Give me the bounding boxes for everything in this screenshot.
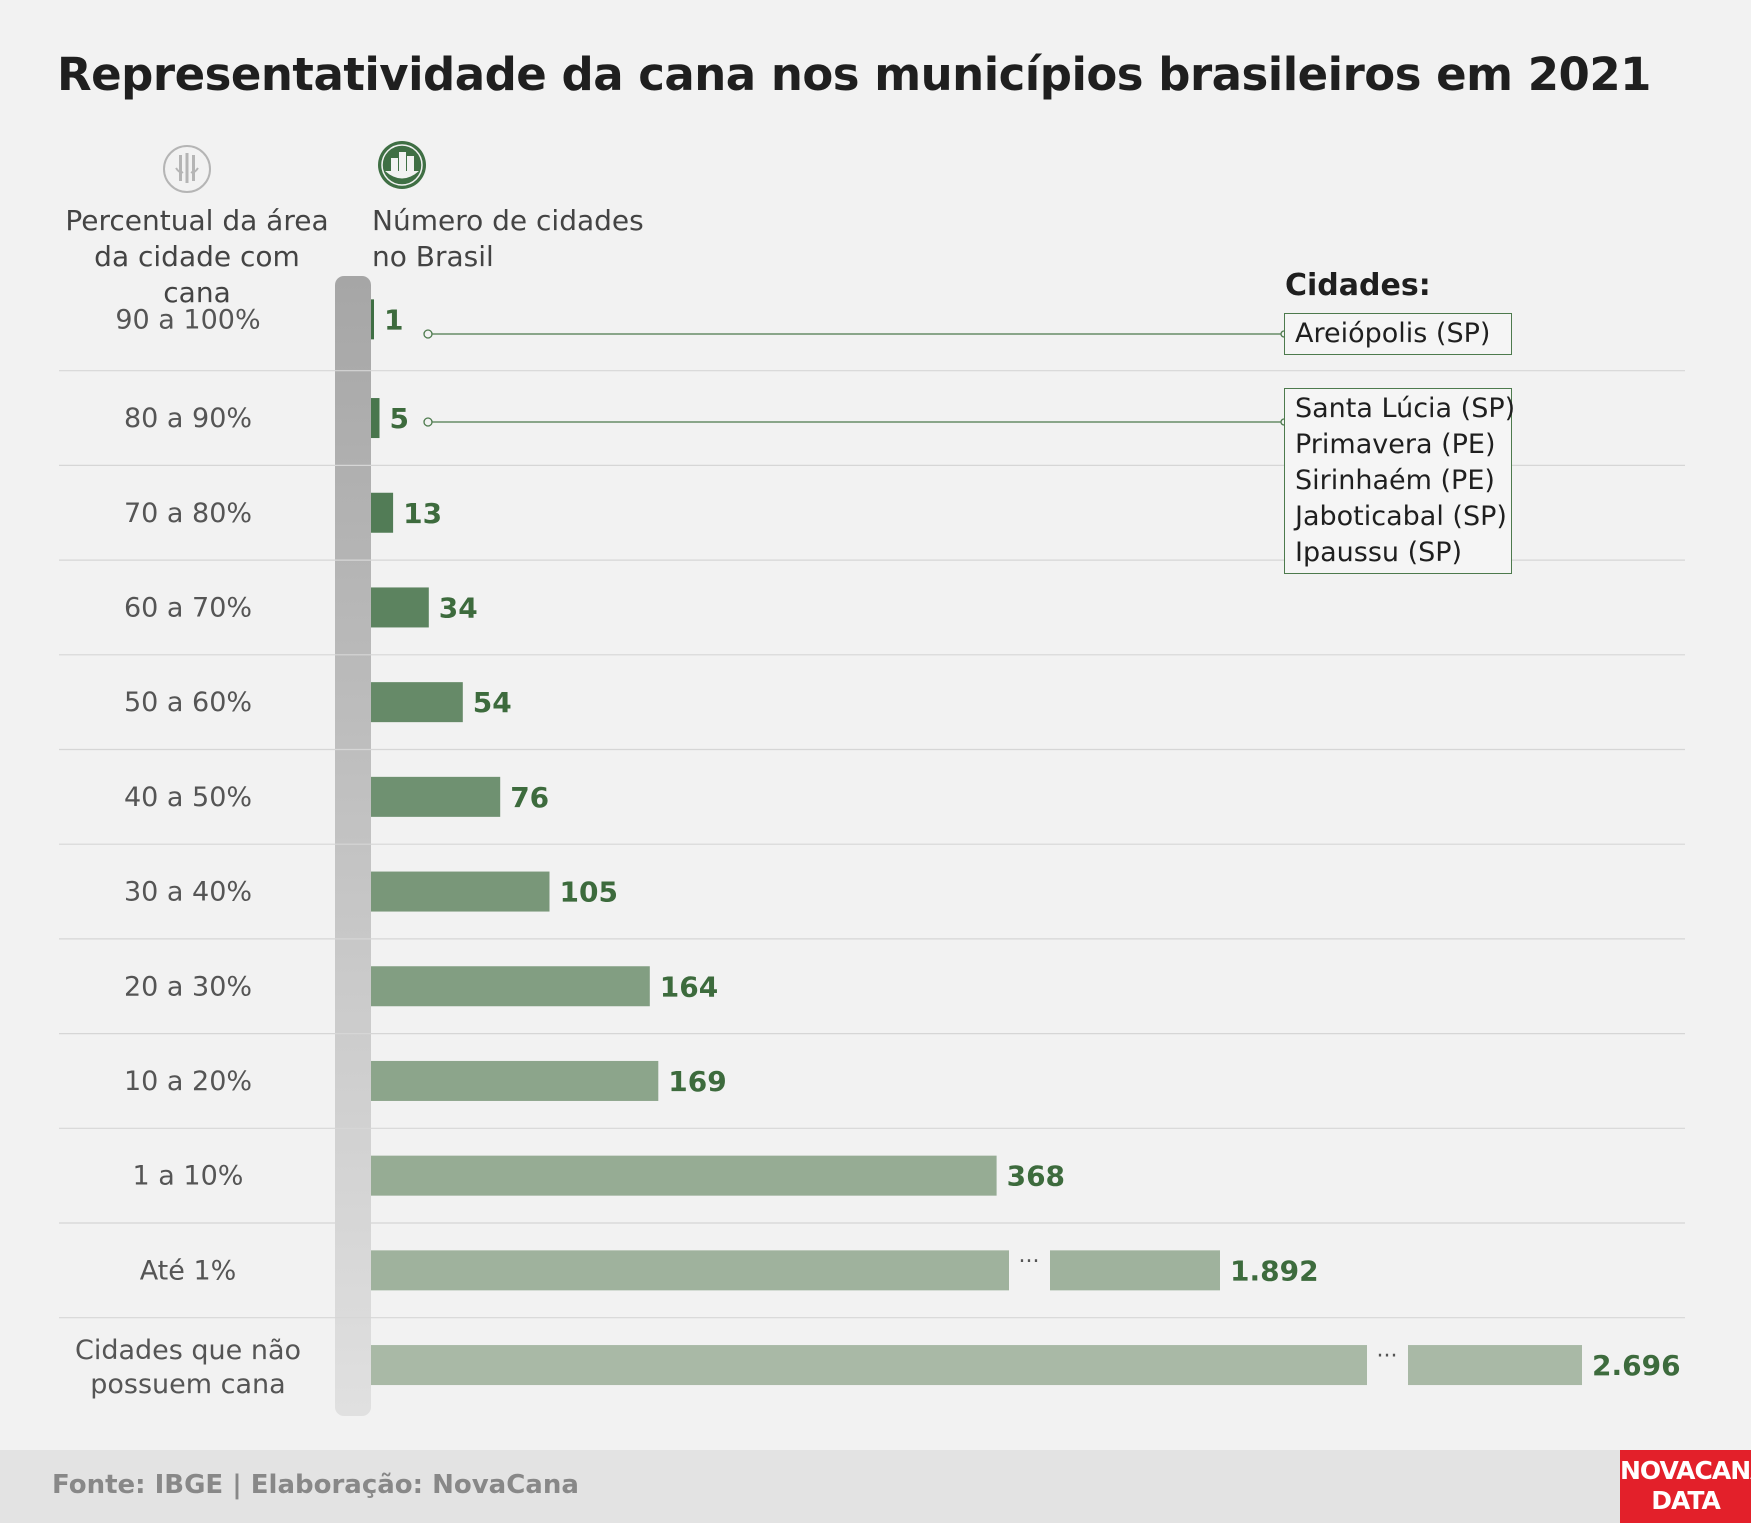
value-label: 368 [1007,1160,1065,1193]
left-header-line2: da cidade com cana [94,240,300,309]
cities-box-80-90: Santa Lúcia (SP) Primavera (PE) Sirinhaé… [1284,388,1516,574]
footer: Fonte: IBGE | Elaboração: NovaCana NOVAC… [0,1450,1751,1523]
bar [371,871,550,912]
axis-break-marker: ··· [1019,1249,1040,1274]
bar [371,1250,1009,1291]
value-label: 1 [384,303,403,336]
category-label: Até 1% [140,1255,237,1286]
left-header-line1: Percentual da área [65,204,329,237]
logo-line2: DATA [1651,1486,1721,1515]
value-label: 54 [473,686,512,719]
right-header-line2: no Brasil [372,240,494,273]
category-label: 20 a 30% [124,971,252,1002]
value-label: 5 [390,402,409,435]
bar [371,299,374,340]
city-name: Jaboticabal (SP) [1295,501,1507,532]
logo-line1: NOVACANA [1620,1456,1751,1485]
bar [371,1345,1367,1386]
sugarcane-icon [163,145,211,193]
category-label: possuem cana [90,1369,285,1400]
bar [371,966,650,1007]
novacana-data-logo: NOVACANA DATA [1620,1450,1751,1523]
category-label: 90 a 100% [115,304,260,335]
bar [1050,1250,1220,1291]
bar-chart: 90 a 100% 1 80 a 90% 5 70 a 80% 13 60 a 70% 34 5… [59,276,1685,1416]
category-label: 50 a 60% [124,687,252,718]
bar [371,1155,997,1196]
value-label: 1.892 [1230,1254,1319,1287]
city-name: Santa Lúcia (SP) [1295,393,1516,424]
bar [371,1060,659,1101]
category-label: 1 a 10% [133,1161,244,1192]
connector-dot [423,417,433,427]
chart-title: Representatividade da cana nos município… [57,48,1651,101]
left-column-header: Percentual da área da cidade com cana [57,203,337,311]
category-label: 10 a 20% [124,1066,252,1097]
city-name: Primavera (PE) [1295,429,1496,460]
source-text: Fonte: IBGE | Elaboração: NovaCana [52,1470,579,1500]
right-column-header: Número de cidades no Brasil [372,203,672,275]
bar [371,492,394,533]
category-label: 80 a 90% [124,403,252,434]
category-label: 70 a 80% [124,498,252,529]
category-label: 30 a 40% [124,877,252,908]
bar [371,587,429,628]
value-label: 164 [660,970,718,1003]
connector-dot [423,329,433,339]
left-track [335,276,371,1416]
cities-title: Cidades: [1285,268,1431,303]
cities-box-90-100: Areiópolis (SP) [1284,313,1512,355]
city-name: Ipaussu (SP) [1295,537,1463,568]
value-label: 34 [439,591,478,624]
bar [371,682,463,723]
bar [371,776,501,817]
right-header-line1: Número de cidades [372,204,644,237]
category-label: 40 a 50% [124,782,252,813]
value-label: 2.696 [1592,1349,1681,1382]
value-label: 13 [403,497,442,530]
city-name: Sirinhaém (PE) [1295,465,1495,496]
city-icon [378,141,426,189]
value-label: 76 [510,781,549,814]
category-label: Cidades que não [75,1335,301,1366]
city-name: Areiópolis (SP) [1295,318,1491,349]
bar [371,398,380,439]
value-label: 169 [668,1065,726,1098]
value-label: 105 [560,876,618,909]
category-label: 60 a 70% [124,592,252,623]
axis-break-marker: ··· [1377,1344,1398,1369]
bar [1408,1345,1582,1386]
